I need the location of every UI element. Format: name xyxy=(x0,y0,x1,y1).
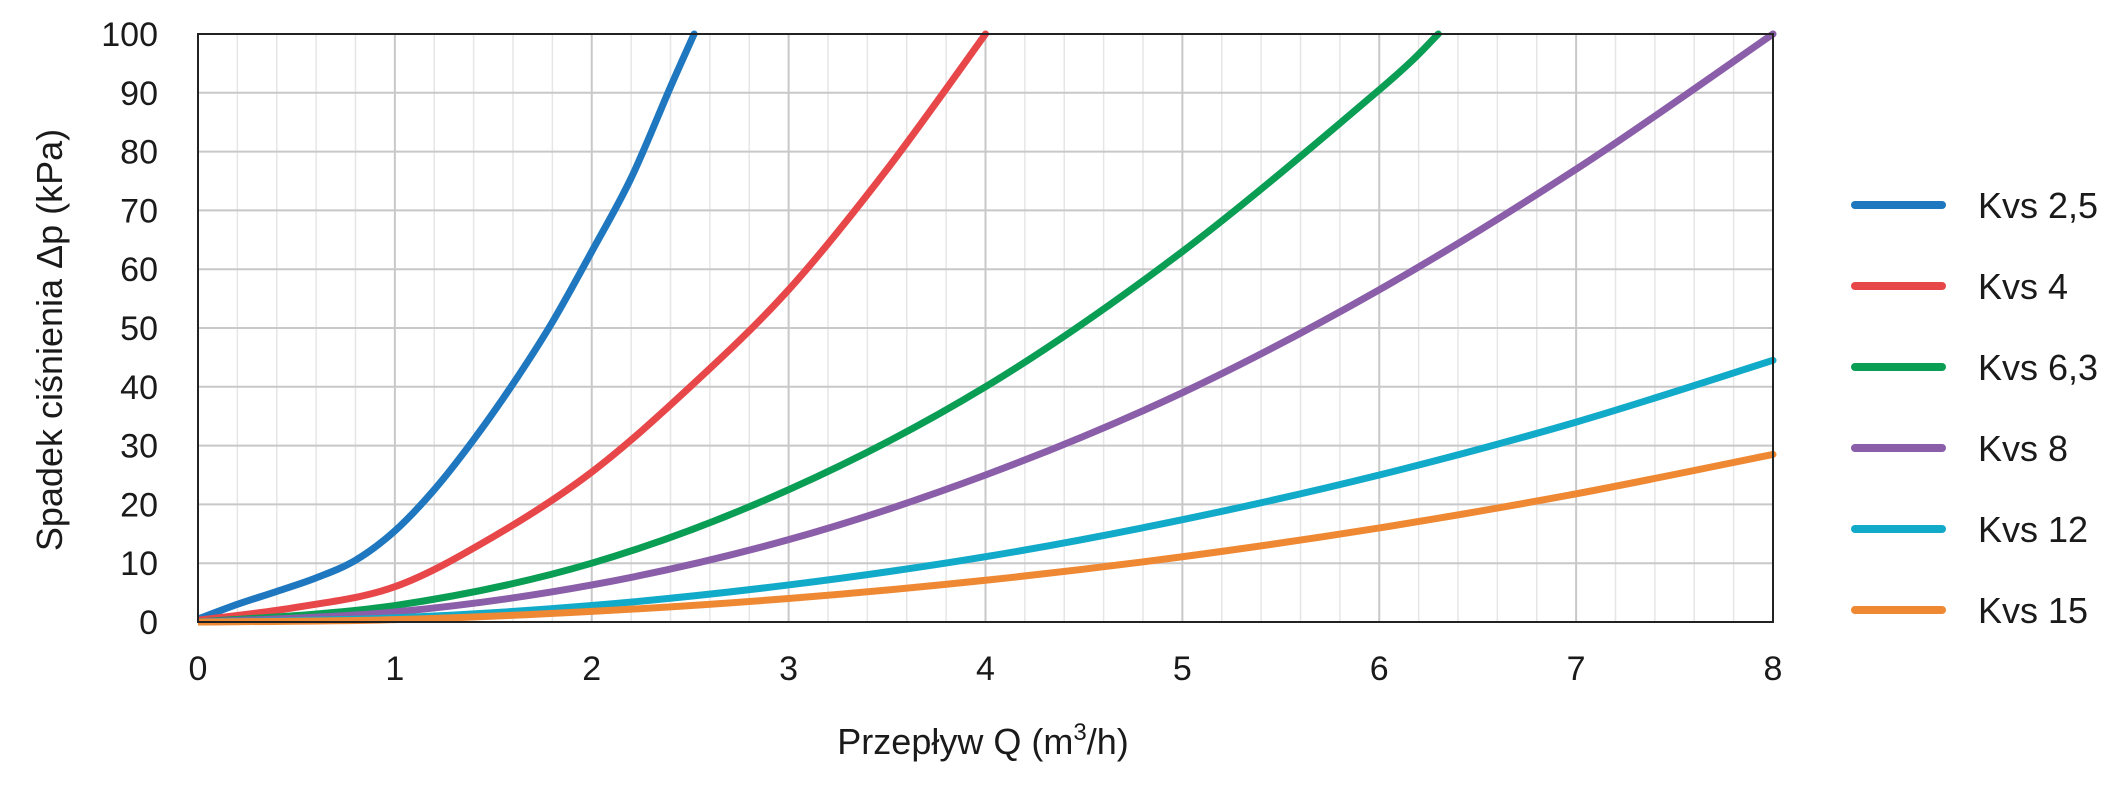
series-line xyxy=(198,30,1777,626)
y-tick-label: 70 xyxy=(120,192,158,230)
y-tick-label: 10 xyxy=(120,545,158,583)
plot-frame xyxy=(197,33,1774,623)
y-tick-label: 90 xyxy=(120,75,158,113)
y-tick-label: 40 xyxy=(120,369,158,407)
x-tick-label: 8 xyxy=(1764,650,1783,688)
series-line xyxy=(198,30,989,624)
x-tick-label: 2 xyxy=(582,650,601,688)
legend: Kvs 2,5 Kvs 4 Kvs 6,3 Kvs 8 Kvs 12 Kvs 15 xyxy=(1851,185,2098,631)
x-axis-title-sup: 3 xyxy=(1073,719,1086,746)
x-tick-label: 0 xyxy=(189,650,208,688)
x-tick-label: 4 xyxy=(976,650,995,688)
x-axis-ticks: 0 1 2 3 4 5 6 7 8 xyxy=(189,650,1783,688)
x-axis-title-tail: /h) xyxy=(1087,721,1129,762)
series-line xyxy=(198,30,1442,626)
y-axis-ticks: 0 10 20 30 40 50 60 70 80 90 100 xyxy=(101,16,158,642)
legend-label: Kvs 6,3 xyxy=(1978,347,2098,388)
y-tick-label: 100 xyxy=(101,16,158,54)
x-tick-label: 7 xyxy=(1567,650,1586,688)
legend-label: Kvs 2,5 xyxy=(1978,185,2098,226)
y-tick-label: 30 xyxy=(120,428,158,466)
y-tick-label: 80 xyxy=(120,134,158,172)
legend-label: Kvs 15 xyxy=(1978,590,2088,631)
y-tick-label: 0 xyxy=(139,604,158,642)
y-tick-label: 50 xyxy=(120,310,158,348)
x-tick-label: 5 xyxy=(1173,650,1192,688)
y-axis-title: Spadek ciśnienia Δp (kPa) xyxy=(29,129,70,551)
x-axis-title: Przepływ Q (m3/h) xyxy=(837,719,1128,762)
legend-label: Kvs 8 xyxy=(1978,428,2068,469)
y-tick-label: 20 xyxy=(120,486,158,524)
x-tick-label: 3 xyxy=(779,650,798,688)
series-line xyxy=(198,450,1777,626)
legend-label: Kvs 12 xyxy=(1978,509,2088,550)
x-tick-label: 1 xyxy=(385,650,404,688)
series-line xyxy=(198,30,698,623)
x-tick-label: 6 xyxy=(1370,650,1389,688)
series-lines xyxy=(198,30,1777,626)
x-axis-title-main: Przepływ Q (m xyxy=(837,721,1073,762)
legend-label: Kvs 4 xyxy=(1978,266,2068,307)
y-tick-label: 60 xyxy=(120,251,158,289)
